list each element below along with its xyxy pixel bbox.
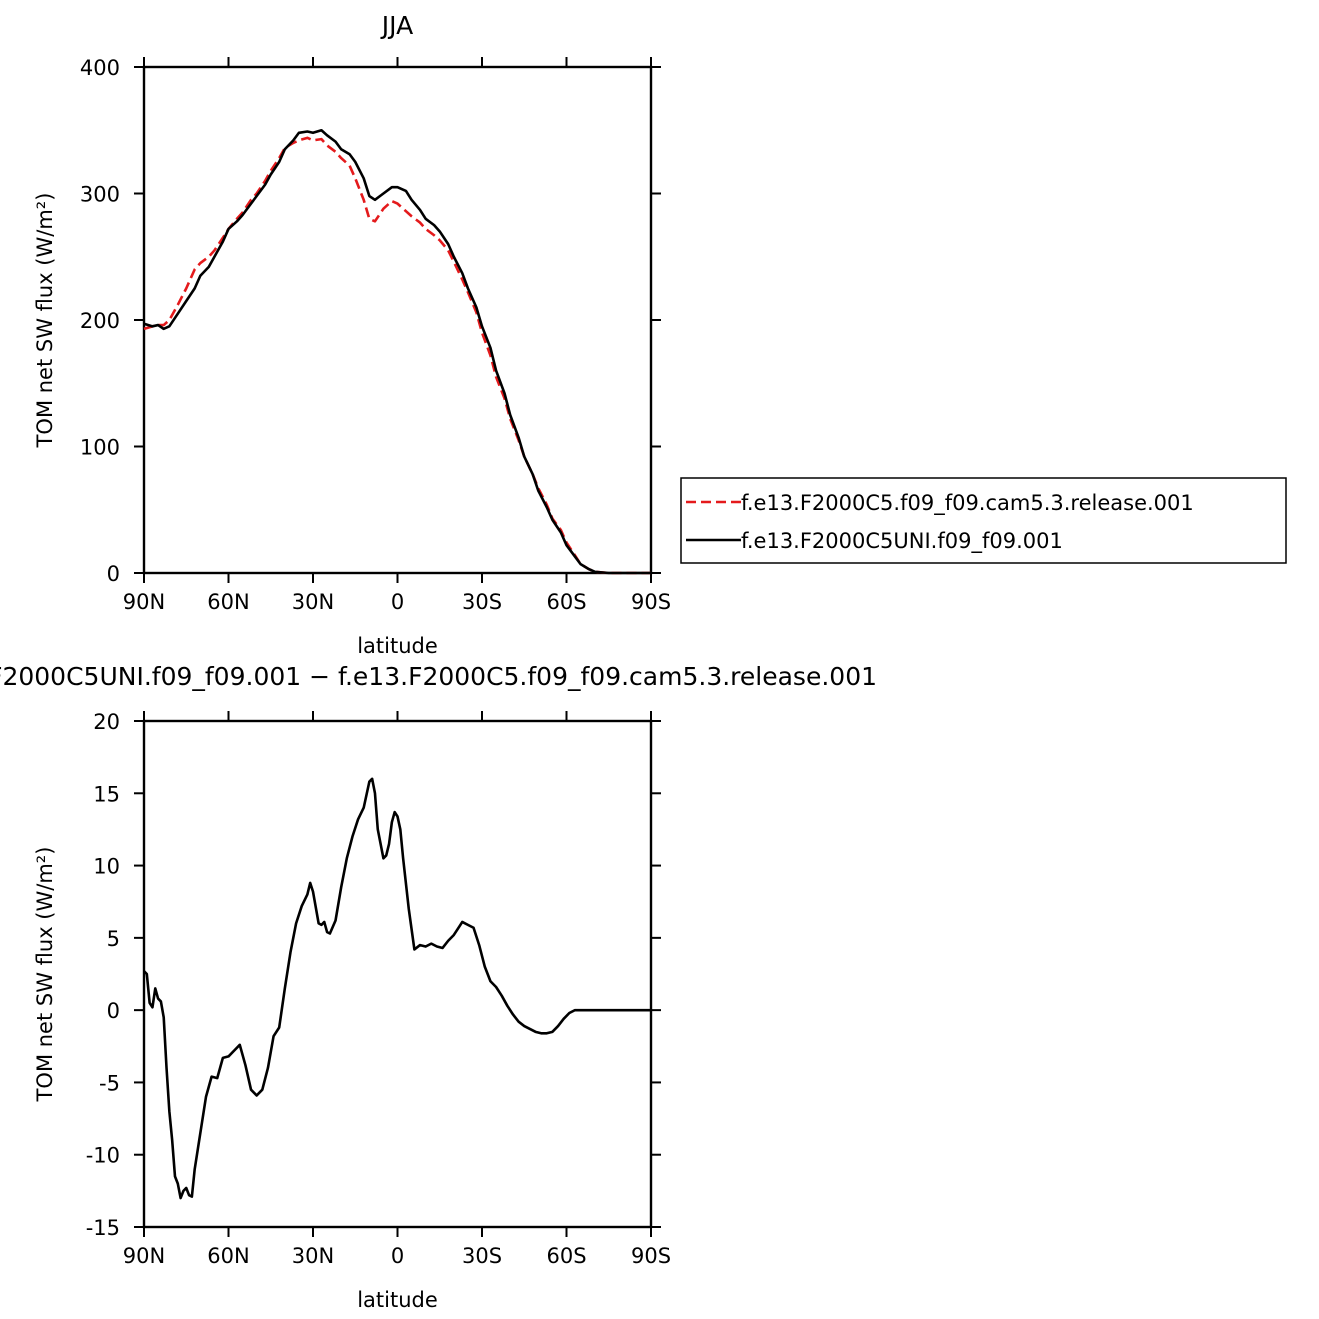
x-tick-label: 60S [546, 590, 586, 614]
y-tick-label: 0 [107, 562, 120, 586]
plot-frame [142, 65, 653, 575]
legend-label: f.e13.F2000C5.f09_f09.cam5.3.release.001 [741, 491, 1194, 516]
x-tick-label: 90N [123, 590, 165, 614]
y-axis-label: TOM net SW flux (W/m²) [33, 847, 57, 1103]
x-tick-label: 30S [462, 590, 502, 614]
chart-title: JJA [380, 11, 413, 40]
y-tick-label: 100 [80, 436, 120, 460]
y-tick-label: -5 [99, 1071, 120, 1095]
legend-box [680, 477, 1287, 564]
plot-frame [142, 719, 653, 1229]
x-tick-label: 60N [207, 590, 249, 614]
x-tick-label: 0 [391, 1244, 404, 1268]
x-tick-label: 30S [462, 1244, 502, 1268]
x-tick-label: 90S [631, 1244, 671, 1268]
x-tick-label: 60N [207, 1244, 249, 1268]
y-tick-label: 300 [80, 183, 120, 207]
y-tick-label: -15 [86, 1216, 120, 1240]
x-tick-label: 30N [292, 1244, 334, 1268]
x-tick-label: 90S [631, 590, 671, 614]
y-axis-label: TOM net SW flux (W/m²) [33, 193, 57, 449]
y-tick-label: 10 [93, 855, 120, 879]
series-line [143, 136, 651, 575]
y-tick-label: 400 [80, 56, 120, 80]
x-tick-label: 30N [292, 590, 334, 614]
x-tick-label: 60S [546, 1244, 586, 1268]
y-tick-label: 15 [93, 782, 120, 806]
y-tick-label: 20 [93, 710, 120, 734]
x-tick-label: 90N [123, 1244, 165, 1268]
y-tick-label: 200 [80, 309, 120, 333]
x-axis-label: latitude [357, 634, 438, 658]
y-tick-label: 0 [107, 999, 120, 1023]
legend-label: f.e13.F2000C5UNI.f09_f09.001 [741, 529, 1063, 554]
x-tick-label: 0 [391, 590, 404, 614]
series-line [143, 128, 651, 575]
series-line [143, 777, 651, 1200]
y-tick-label: 5 [107, 927, 120, 951]
chart-title: f.e13.F2000C5UNI.f09_f09.001 − f.e13.F20… [0, 662, 877, 691]
y-tick-label: -10 [86, 1144, 120, 1168]
x-axis-label: latitude [357, 1288, 438, 1312]
